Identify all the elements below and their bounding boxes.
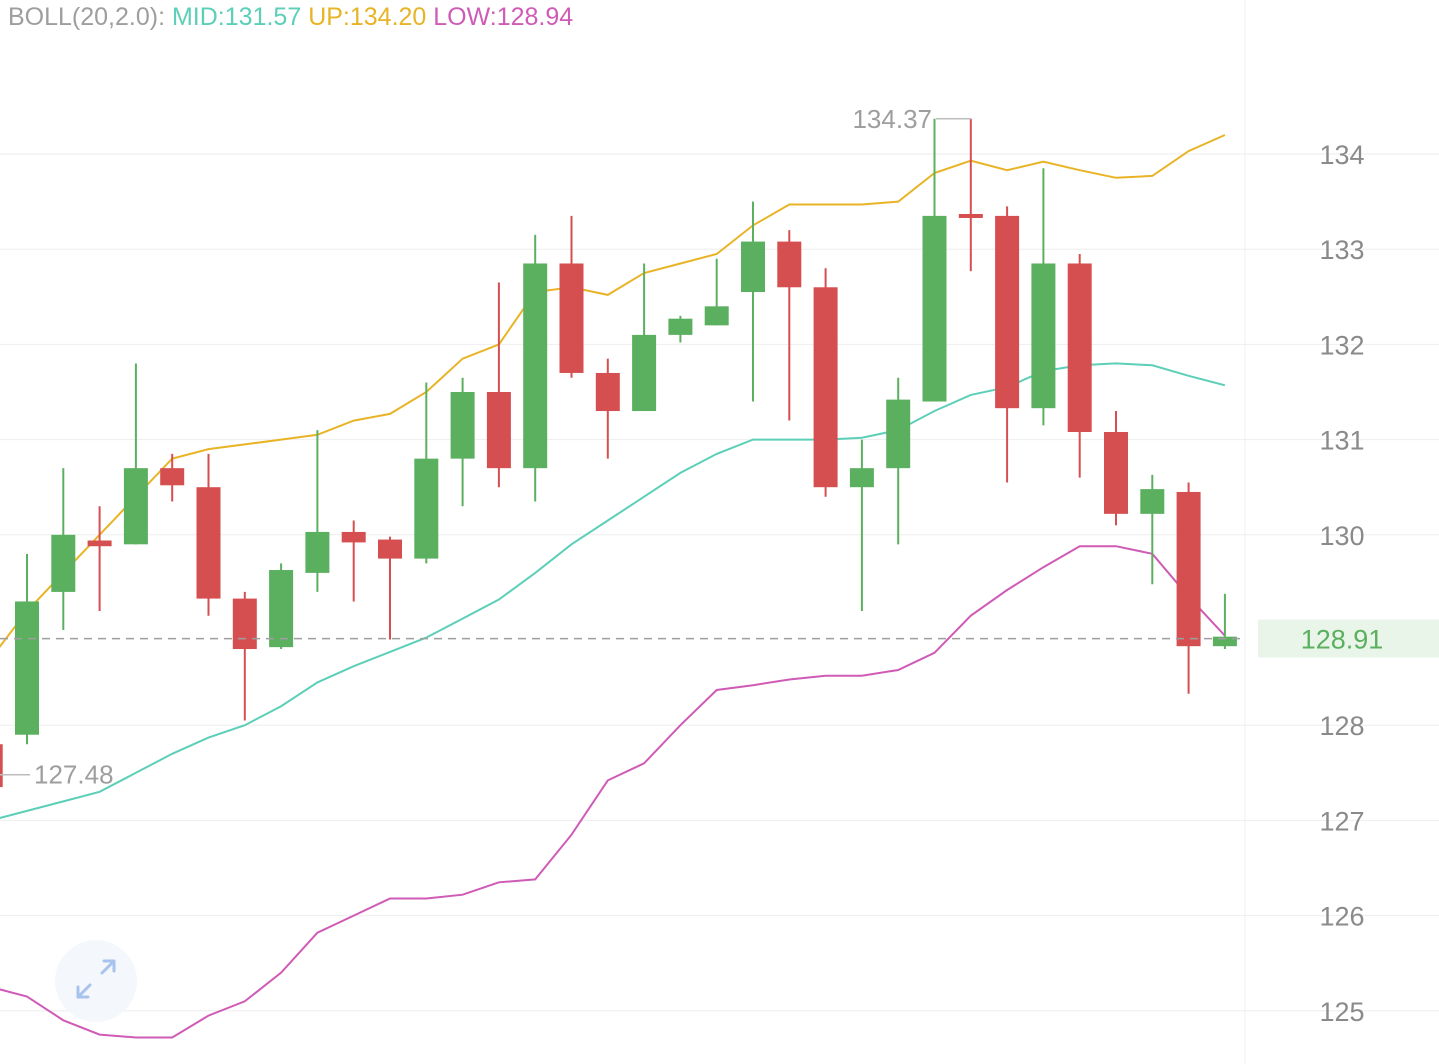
candle-body [1067, 263, 1092, 432]
candle-body [995, 215, 1020, 409]
candle-down [777, 230, 802, 421]
candle-up [922, 118, 947, 402]
low-annotation-label: 127.48 [34, 760, 114, 790]
legend-low-value: LOW:128.94 [433, 3, 574, 31]
candle-up [849, 439, 874, 611]
candle-body [414, 458, 439, 559]
candle-down [378, 536, 402, 640]
candle-body [450, 392, 475, 459]
candle-body [1031, 263, 1056, 409]
expand-arrows-icon [76, 959, 116, 999]
candle-down [1067, 253, 1092, 478]
bollinger-bands [0, 134, 1226, 1039]
candle-up [886, 377, 911, 545]
candle-down [595, 358, 620, 459]
candle-body [196, 487, 221, 599]
candle-body [741, 241, 765, 293]
candle-up [668, 315, 693, 343]
candle-up [51, 468, 76, 630]
candle-body [1140, 489, 1165, 514]
candle-body [559, 263, 584, 373]
candle-body [15, 601, 39, 735]
candle-body [523, 263, 548, 469]
candle-body [341, 531, 366, 543]
candle-body [305, 531, 330, 573]
candle-up [632, 263, 657, 412]
candle-body [813, 287, 838, 488]
candle-body [1176, 491, 1201, 647]
y-tick-label: 133 [1319, 235, 1364, 265]
candle-up [305, 430, 330, 592]
candle-body [595, 372, 620, 412]
middle-band-line [0, 362, 1226, 819]
candle-body [849, 468, 874, 488]
candle-down [0, 744, 3, 788]
price-annotations: 128.91 134.37 127.48 [0, 104, 1439, 790]
candle-up [1212, 593, 1237, 650]
y-tick-label: 131 [1319, 426, 1364, 456]
expand-chart-button[interactable] [55, 940, 137, 1022]
candle-down [160, 453, 185, 502]
candle-down [813, 268, 838, 497]
candle-body [922, 215, 947, 402]
candle-body [704, 306, 729, 326]
candle-body [668, 318, 693, 335]
y-tick-label: 128 [1319, 711, 1364, 741]
candle-down [995, 206, 1020, 483]
candle-body [160, 468, 185, 486]
candle-down [486, 282, 511, 488]
candle-body [958, 213, 983, 218]
candle-body [0, 744, 3, 788]
candle-down [1104, 411, 1128, 526]
legend-mid-value: MID:131.57 [171, 3, 302, 31]
candle-down [958, 118, 983, 272]
candle-up [269, 563, 294, 650]
y-tick-label: 134 [1319, 140, 1364, 170]
candle-body [51, 534, 76, 592]
candle-up [1140, 474, 1165, 585]
upper-band-line [0, 134, 1226, 649]
legend-up-value: UP:134.20 [308, 3, 427, 31]
y-tick-label: 127 [1319, 806, 1364, 836]
candle-up [15, 553, 39, 745]
candle-up [450, 377, 475, 507]
lower-band-line [0, 545, 1226, 1039]
candle-body [87, 540, 112, 547]
candle-body [1212, 636, 1237, 647]
candles[interactable] [0, 118, 1237, 788]
candle-body [777, 241, 802, 288]
y-tick-label: 125 [1319, 997, 1364, 1027]
y-tick-label: 132 [1319, 330, 1364, 360]
candle-down [87, 506, 112, 611]
candle-down [559, 215, 584, 378]
candle-down [341, 520, 366, 602]
boll-legend: BOLL(20,2.0): MID:131.57 UP:134.20 LOW:1… [8, 2, 573, 32]
price-axis: 134 133 132 131 130 128 127 126 125 [1319, 140, 1364, 1027]
candle-up [414, 382, 439, 564]
high-annotation-label: 134.37 [852, 104, 932, 134]
candle-up [523, 234, 548, 502]
candle-body [886, 399, 911, 469]
last-price-label: 128.91 [1301, 625, 1384, 655]
candle-body [232, 598, 257, 650]
candle-body [1104, 431, 1128, 514]
y-tick-label: 130 [1319, 521, 1364, 551]
candle-down [196, 453, 221, 616]
candle-body [632, 334, 657, 412]
legend-indicator-name: BOLL(20,2.0): [8, 3, 166, 31]
candle-body [486, 392, 511, 469]
candle-body [123, 468, 148, 545]
candle-body [269, 570, 294, 648]
candle-up [704, 258, 729, 326]
last-price-bg [1258, 619, 1439, 658]
candle-down [1176, 482, 1201, 694]
candle-up [1031, 168, 1056, 426]
y-tick-label: 126 [1319, 902, 1364, 932]
candle-down [232, 591, 257, 721]
candle-body [378, 539, 402, 559]
candle-up [741, 201, 765, 402]
candle-up [123, 363, 148, 545]
